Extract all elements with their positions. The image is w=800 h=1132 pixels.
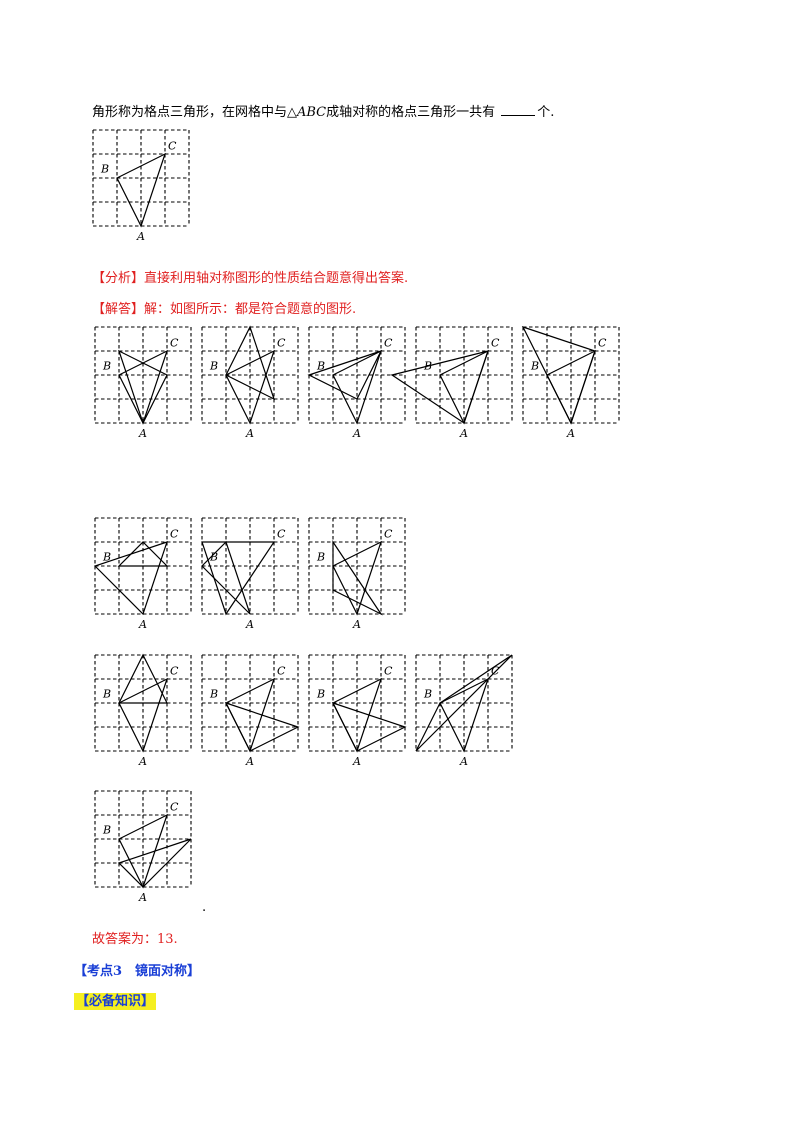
symmetric-triangle — [415, 654, 513, 752]
symmetric-triangle — [331, 701, 407, 752]
triangle-abc — [332, 349, 383, 425]
symmetric-triangle — [390, 350, 489, 424]
label-c: C — [384, 337, 393, 350]
analysis-text: 直接利用轴对称图形的性质结合题意得出答案. — [144, 271, 409, 286]
triangle-abc — [225, 349, 276, 425]
label-b: B — [316, 550, 325, 563]
question-text-after: 成轴对称的格点三角形一共有 — [326, 105, 496, 120]
label-a: A — [138, 755, 147, 768]
answer-blank — [501, 103, 536, 116]
label-b: B — [316, 359, 325, 372]
symmetric-triangle — [118, 653, 168, 704]
label-a: A — [138, 427, 147, 440]
knowledge-heading: 【必备知识】 — [74, 993, 157, 1010]
solution-line: 【解答】解：如图所示：都是符合题意的图形. — [92, 298, 356, 317]
question-text-end: 个. — [537, 105, 555, 120]
label-b: B — [102, 359, 111, 372]
solution-figure-7: B C A — [201, 517, 299, 631]
label-a: A — [136, 230, 145, 243]
label-a: A — [566, 427, 575, 440]
label-a: A — [352, 755, 361, 768]
label-b: B — [102, 550, 111, 563]
label-c: C — [277, 528, 286, 541]
solution-figure-9: B C A — [94, 653, 192, 768]
symmetric-triangle — [117, 838, 192, 888]
solution-figure-3: B C A — [307, 326, 406, 440]
label-c: C — [277, 665, 286, 678]
label-a: A — [245, 755, 254, 768]
label-a: A — [138, 891, 147, 904]
label-c: C — [598, 337, 607, 350]
symmetric-triangle — [225, 325, 276, 401]
label-b: B — [209, 359, 218, 372]
solution-text: 解：如图所示：都是符合题意的图形. — [144, 302, 357, 317]
label-c: C — [384, 665, 393, 678]
question-line: 角形称为格点三角形，在网格中与△ABC成轴对称的格点三角形一共有 个. — [92, 101, 554, 120]
solution-figure-1: B C A — [94, 326, 192, 440]
symmetric-triangle — [521, 325, 596, 425]
label-a: A — [138, 618, 147, 631]
triangle-abc — [439, 677, 490, 753]
label-c: C — [384, 528, 393, 541]
trailing-period: . — [202, 900, 207, 915]
symmetric-triangle — [117, 349, 168, 425]
solution-figure-12: B C A — [415, 654, 513, 768]
label-c: C — [491, 665, 500, 678]
label-c: C — [170, 528, 179, 541]
triangle-name: ABC — [297, 105, 327, 120]
label-c: C — [170, 665, 179, 678]
analysis-line: 【分析】直接利用轴对称图形的性质结合题意得出答案. — [92, 267, 408, 286]
label-b: B — [102, 823, 111, 836]
label-b: B — [209, 687, 218, 700]
label-b: B — [423, 687, 432, 700]
section-heading: 【考点3 镜面对称】 — [74, 964, 201, 979]
question-text-before: 角形称为格点三角形，在网格中与△ — [92, 105, 297, 120]
label-c: C — [168, 140, 177, 153]
label-b: B — [423, 359, 432, 372]
symmetric-triangle — [201, 540, 251, 615]
label-c: C — [170, 801, 179, 814]
label-b: B — [209, 550, 218, 563]
symmetric-triangle — [332, 540, 383, 616]
symmetric-triangle — [93, 541, 168, 616]
label-b: B — [102, 687, 111, 700]
solution-figure-6: B C A — [93, 517, 192, 631]
symmetric-triangle — [307, 349, 383, 400]
knowledge-heading-wrap: 【必备知识】 — [74, 990, 157, 1010]
label-c: C — [491, 337, 500, 350]
label-a: A — [245, 427, 254, 440]
label-b: B — [316, 687, 325, 700]
label-a: A — [459, 755, 468, 768]
solution-figure-13: B C A — [94, 790, 192, 904]
analysis-tag: 【分析】 — [92, 271, 145, 286]
symmetric-triangle — [224, 701, 300, 752]
solution-tag: 【解答】 — [92, 302, 145, 317]
label-a: A — [459, 427, 468, 440]
label-b: B — [530, 359, 539, 372]
label-c: C — [277, 337, 286, 350]
solution-figure-2: B C A — [201, 325, 299, 440]
solution-figure-10: B C A — [201, 654, 300, 768]
solution-figure-11: B C A — [308, 654, 407, 768]
triangle-abc — [332, 540, 383, 616]
triangle-abc — [116, 152, 167, 228]
solution-figure-8: B C A — [308, 517, 406, 631]
question-grid-figure: B C A — [92, 129, 190, 243]
label-a: A — [352, 618, 361, 631]
triangle-abc — [118, 677, 169, 753]
answer-line: 故答案为：13. — [92, 932, 178, 947]
label-a: A — [352, 427, 361, 440]
solution-figure-4: B C A — [390, 326, 513, 440]
label-c: C — [170, 337, 179, 350]
solution-figure-5: B C A — [521, 325, 620, 440]
label-b: B — [100, 162, 109, 175]
label-a: A — [245, 618, 254, 631]
